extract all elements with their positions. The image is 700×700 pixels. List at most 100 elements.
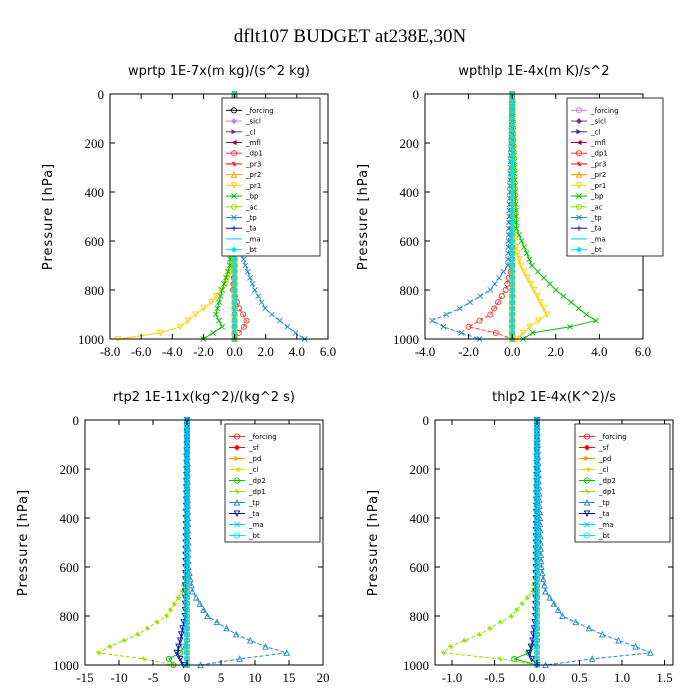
data-point [283, 649, 291, 656]
data-point [509, 127, 516, 134]
data-point [512, 189, 519, 195]
data-point [180, 619, 188, 626]
data-point [498, 619, 504, 625]
data-point [243, 317, 250, 324]
data-point [533, 533, 541, 540]
legend: _forcing _sicl _cl _mfl _dp1 _pr3 _pr2 _pr1 _bp _… [566, 97, 664, 257]
data-point [242, 262, 249, 269]
data-point [533, 570, 541, 577]
data-point [240, 323, 247, 330]
data-point [255, 293, 262, 300]
data-point [533, 649, 541, 656]
x-tick-label: -2.0 [458, 344, 479, 359]
legend-label: _dp1 [245, 150, 263, 158]
series-tp [429, 91, 516, 342]
data-point [509, 103, 516, 110]
legend-label: _dp2 [598, 477, 616, 485]
series-dp1 [96, 417, 190, 668]
data-point [533, 453, 541, 460]
data-point [537, 532, 544, 540]
data-point [513, 225, 520, 232]
data-point [505, 225, 512, 232]
legend-label: _sf [598, 444, 609, 452]
data-point [144, 625, 151, 631]
x-tick-label: 20 [317, 670, 330, 685]
x-tick-label: 2.0 [548, 344, 564, 359]
data-point [526, 323, 533, 331]
data-point [213, 618, 221, 626]
data-point [183, 502, 191, 509]
data-point [506, 219, 512, 226]
data-point [528, 262, 535, 269]
y-tick-label: 200 [60, 462, 80, 477]
data-point [231, 262, 238, 269]
legend-marker [584, 466, 590, 473]
legend-label: _tp [248, 499, 260, 507]
legend-label: _forcing [590, 107, 619, 115]
data-point [509, 237, 516, 245]
data-point [533, 619, 541, 626]
series-bt [533, 416, 541, 669]
data-point [592, 317, 599, 324]
data-point [514, 607, 520, 613]
data-point [216, 317, 222, 324]
x-tick-label: -15 [76, 670, 93, 685]
data-point [183, 441, 191, 448]
y-tick-label: 800 [60, 609, 80, 624]
data-point [188, 581, 195, 589]
data-point [533, 600, 541, 607]
y-tick-label: 0 [423, 413, 430, 428]
data-point [533, 637, 541, 644]
data-point [487, 311, 494, 318]
data-point [511, 655, 518, 662]
data-point [505, 231, 512, 238]
legend-label: _mfl [590, 139, 606, 147]
data-point [526, 256, 533, 263]
data-point [183, 508, 191, 515]
data-point [107, 644, 113, 650]
data-point [559, 612, 566, 620]
y-tick-label: 400 [410, 511, 430, 526]
series-line [536, 419, 651, 666]
series-dp1 [465, 90, 516, 343]
data-point [500, 268, 507, 275]
data-point [505, 250, 512, 257]
legend-marker [583, 433, 591, 440]
panel-title: wpthlp 1E-4x(m K)/s^2 [458, 64, 609, 79]
legend-marker [230, 107, 238, 114]
data-point [491, 280, 498, 287]
data-point [509, 201, 516, 208]
data-point [632, 643, 639, 650]
data-point [533, 496, 541, 503]
legend-label: _pr3 [590, 160, 606, 168]
legend-marker [233, 532, 241, 539]
data-point [183, 539, 191, 546]
data-point [465, 323, 472, 330]
data-point [491, 305, 498, 312]
data-point [183, 594, 191, 601]
x-tick-label: -1.0 [442, 670, 463, 685]
data-point [204, 612, 211, 620]
data-point [487, 625, 493, 631]
data-point [540, 575, 547, 583]
data-point [216, 299, 222, 306]
data-point [231, 305, 238, 312]
data-point [494, 299, 502, 306]
data-point [212, 311, 219, 318]
data-point [515, 256, 523, 263]
data-point [533, 472, 541, 479]
data-point [509, 152, 516, 159]
data-point [219, 323, 226, 330]
data-point [429, 317, 436, 324]
data-point [183, 557, 191, 564]
data-point [509, 164, 516, 171]
legend-label: _cl [248, 466, 258, 474]
legend-label: _sicl [245, 118, 261, 126]
legend-label: _bt [590, 246, 602, 254]
data-point [183, 429, 191, 436]
y-tick-label: 600 [85, 234, 105, 249]
data-point [176, 655, 184, 663]
data-point [171, 601, 178, 607]
data-point [141, 656, 147, 662]
